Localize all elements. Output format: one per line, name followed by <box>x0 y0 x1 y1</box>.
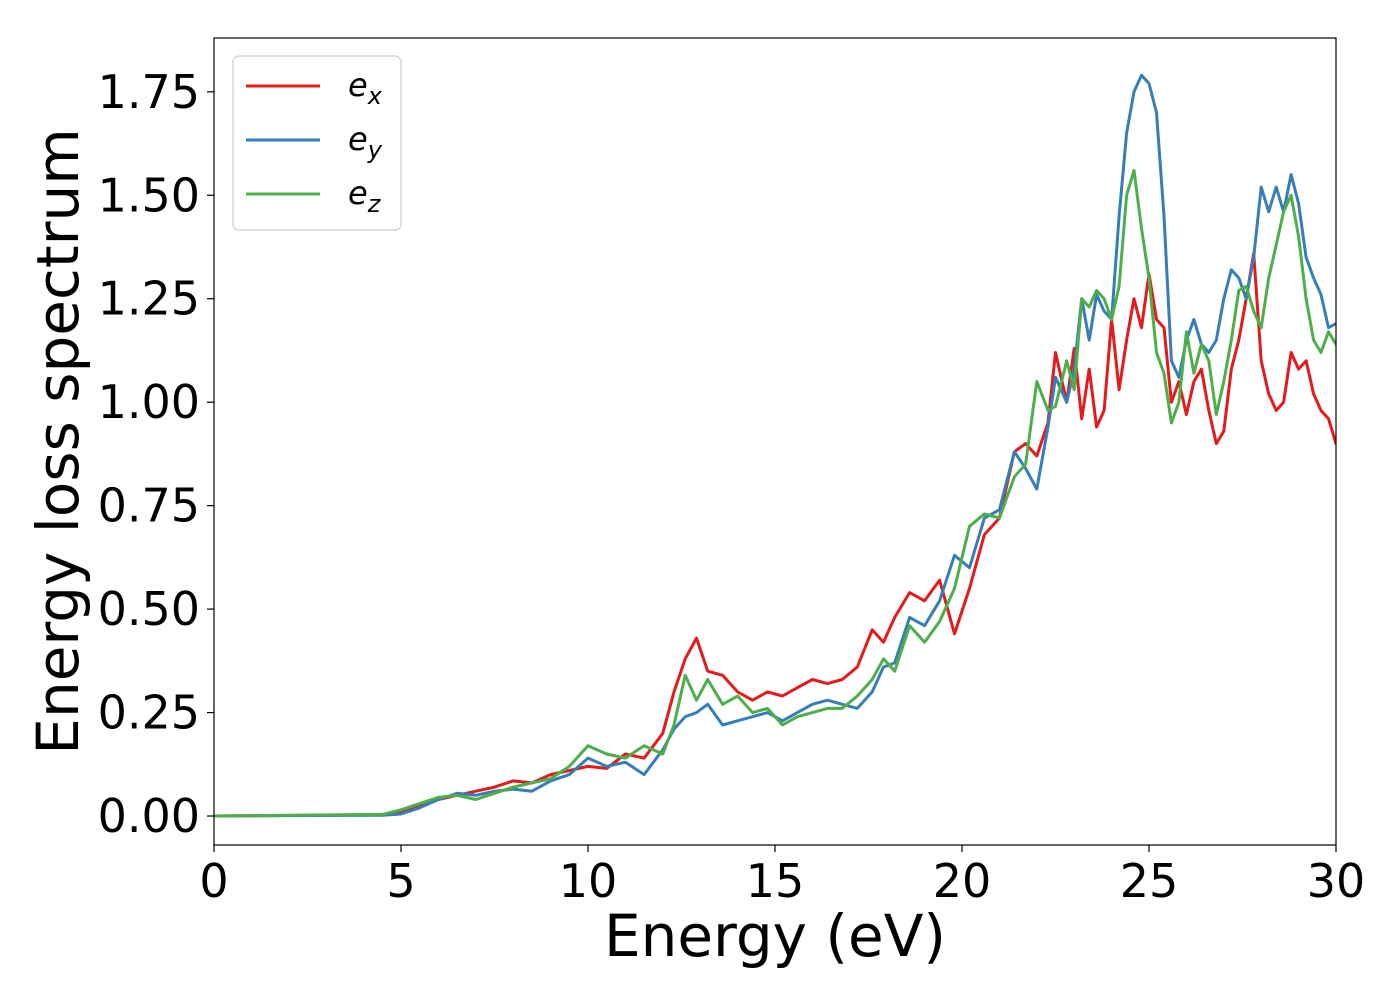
series-layer <box>214 73 1336 818</box>
x-tick-label: 5 <box>386 854 415 908</box>
series-line-y <box>214 73 1336 818</box>
x-tick-label: 0 <box>199 854 228 908</box>
y-tick-label: 0.50 <box>98 582 200 636</box>
x-axis-title: Energy (eV) <box>604 902 946 970</box>
legend-label-z: ez <box>348 174 382 218</box>
y-tick-label: 1.00 <box>98 375 200 429</box>
x-axis: 0 5 10 15 20 25 30 <box>199 845 1365 908</box>
y-tick-label: 1.50 <box>98 168 200 222</box>
y-tick-label: 0.75 <box>98 479 200 533</box>
x-tick-label: 30 <box>1307 854 1366 908</box>
y-tick-label: 0.25 <box>98 686 200 740</box>
legend-label-x: ex <box>348 66 383 110</box>
legend: ex ey ez <box>232 55 402 231</box>
legend-label-y: ey <box>348 120 383 164</box>
x-tick-label: 15 <box>746 854 805 908</box>
y-tick-label: 1.75 <box>98 65 200 119</box>
x-tick-label: 20 <box>933 854 992 908</box>
y-axis-title: Energy loss spectrum <box>24 128 92 754</box>
y-tick-label: 1.25 <box>98 272 200 326</box>
legend-box <box>232 55 402 231</box>
series-line-z <box>214 168 1336 818</box>
y-tick-label: 0.00 <box>98 789 200 843</box>
y-axis: 0.00 0.25 0.50 0.75 1.00 1.25 1.50 1.75 <box>98 65 214 843</box>
x-tick-label: 25 <box>1120 854 1179 908</box>
x-tick-label: 10 <box>559 854 618 908</box>
